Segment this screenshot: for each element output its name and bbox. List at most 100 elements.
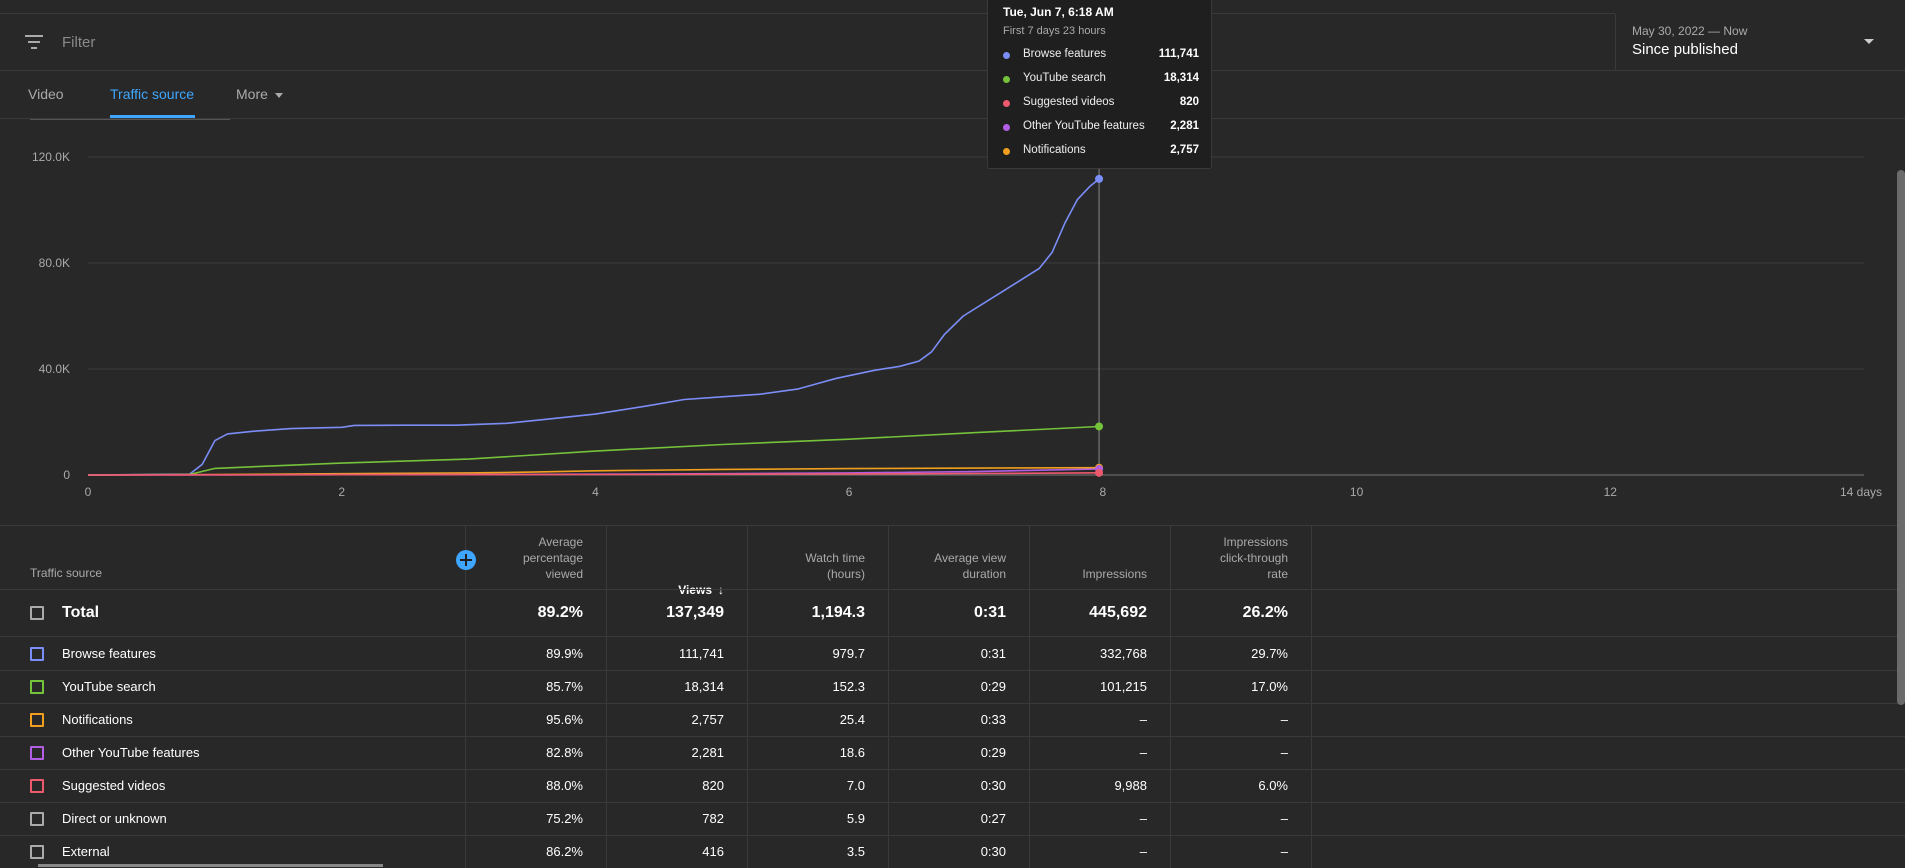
row-name: Other YouTube features [62, 745, 200, 760]
tooltip-row-name: Other YouTube features [1023, 120, 1145, 132]
cell-impressions: – [1139, 811, 1147, 826]
line-chart: 0 40.0K 80.0K 120.0K 0 2 4 6 8 10 12 14 days [32, 150, 1882, 499]
row-checkbox[interactable] [30, 647, 44, 661]
column-divider [1029, 526, 1030, 868]
x-tick-label: 0 [85, 485, 92, 499]
row-checkbox[interactable] [30, 746, 44, 760]
tab-traffic-source[interactable]: Traffic source [110, 86, 195, 102]
column-header-avg-percentage-viewed[interactable]: Average percentage viewed [522, 535, 583, 581]
column-header-views[interactable]: Views ↓ [614, 566, 724, 598]
cell-watch-time: 152.3 [832, 679, 865, 694]
cell-impressions: – [1139, 712, 1147, 727]
x-tick-label: 10 [1350, 485, 1364, 499]
cell-avg-duration: 0:33 [980, 712, 1006, 727]
cell-watch-time: 18.6 [839, 745, 865, 760]
cell-watch-time: 979.7 [832, 646, 865, 661]
arrow-down-icon: ↓ [718, 583, 724, 597]
table-row: Suggested videos 88.0% 820 7.0 0:30 9,98… [0, 769, 1905, 802]
add-metric-button[interactable] [456, 550, 476, 570]
cell-watch-time: 3.5 [846, 844, 865, 859]
cell-avg-percentage: 95.6% [546, 712, 583, 727]
table-row: Other YouTube features 82.8% 2,281 18.6 … [0, 736, 1905, 769]
cell-ctr: – [1280, 844, 1288, 859]
row-checkbox[interactable] [30, 845, 44, 859]
column-header-avg-view-duration[interactable]: Average view duration [934, 551, 1006, 581]
row-divider [0, 835, 1905, 836]
cell-avg-duration: 0:29 [980, 679, 1006, 694]
tab-more[interactable]: More [236, 86, 283, 102]
x-tick-label: 12 [1604, 485, 1618, 499]
row-checkbox[interactable] [30, 779, 44, 793]
y-tick-label: 120.0K [32, 150, 70, 164]
column-divider [1311, 526, 1312, 868]
cell-avg-percentage: 75.2% [546, 811, 583, 826]
cell-avg-percentage: 85.7% [546, 679, 583, 694]
total-row: Total 89.2% 137,349 1,194.3 0:31 445,692… [0, 590, 1905, 636]
row-checkbox[interactable] [30, 812, 44, 826]
row-name: Suggested videos [62, 778, 166, 793]
cell-ctr: – [1280, 745, 1288, 760]
tooltip-row-name: Browse features [1023, 48, 1107, 60]
series-line [87, 178, 1100, 476]
traffic-source-table: Traffic source Average percentage viewed… [0, 525, 1905, 868]
cell-ctr: 17.0% [1251, 679, 1288, 694]
x-tick-label: 14 days [1840, 485, 1882, 499]
tooltip-row-name: Notifications [1023, 144, 1086, 156]
scrollbar[interactable] [1897, 170, 1905, 705]
legend-dot-icon [1003, 76, 1010, 83]
x-tick-label: 8 [1100, 485, 1107, 499]
column-divider [465, 526, 466, 868]
traffic-source-chart[interactable]: 0 40.0K 80.0K 120.0K 0 2 4 6 8 10 12 14 days Tue, J… [0, 0, 1905, 525]
cell-ctr: 29.7% [1251, 646, 1288, 661]
tooltip-row-name: YouTube search [1023, 72, 1106, 84]
tooltip-row: Other YouTube features 2,281 [1003, 120, 1199, 136]
cell-avg-percentage: 89.9% [546, 646, 583, 661]
date-range-text: May 30, 2022 — Now [1632, 24, 1748, 38]
series-point [1095, 174, 1104, 183]
filter-icon[interactable] [24, 34, 44, 50]
horizontal-scrollbar[interactable] [38, 864, 383, 867]
legend-dot-icon [1003, 100, 1010, 107]
cell-avg-percentage: 82.8% [546, 745, 583, 760]
column-header-views-label: Views [678, 583, 712, 597]
cell-watch-time: 25.4 [839, 712, 865, 727]
cell-avg-percentage: 86.2% [546, 844, 583, 859]
series-point [1095, 422, 1104, 431]
cell-watch-time: 7.0 [846, 778, 865, 793]
column-header-traffic-source[interactable]: Traffic source [30, 566, 103, 580]
filter-input[interactable] [62, 31, 662, 53]
series-line [87, 472, 1100, 476]
date-range-picker[interactable]: May 30, 2022 — Now Since published [1615, 14, 1905, 70]
row-name: Browse features [62, 646, 156, 661]
tooltip-row-name: Suggested videos [1023, 96, 1115, 108]
cell-ctr: 6.0% [1258, 778, 1288, 793]
column-header-watch-time[interactable]: Watch time (hours) [805, 551, 865, 581]
row-divider [0, 589, 1905, 590]
table-row: YouTube search 85.7% 18,314 152.3 0:29 1… [0, 670, 1905, 703]
tooltip-title: Tue, Jun 7, 6:18 AM [1003, 5, 1114, 19]
divider [0, 13, 1615, 14]
tooltip-row: Browse features 111,741 [1003, 48, 1199, 64]
tab-video[interactable]: Video [28, 86, 64, 102]
tooltip-subtitle: First 7 days 23 hours [1003, 25, 1106, 37]
cell-views: 782 [702, 811, 724, 826]
column-header-impressions[interactable]: Impressions [1082, 567, 1147, 581]
cell-avg-percentage: 89.2% [537, 604, 583, 621]
caret-down-icon [274, 92, 283, 98]
cell-ctr: 26.2% [1242, 604, 1288, 621]
row-divider [0, 736, 1905, 737]
row-checkbox[interactable] [30, 680, 44, 694]
row-checkbox[interactable] [30, 713, 44, 727]
tooltip-row-value: 111,741 [1158, 48, 1199, 60]
table-row: External 86.2% 416 3.5 0:30 – – [0, 835, 1905, 868]
cell-ctr: – [1280, 811, 1288, 826]
cell-views: 2,281 [691, 745, 724, 760]
cell-avg-duration: 0:30 [980, 778, 1006, 793]
cell-ctr: – [1280, 712, 1288, 727]
cell-impressions: – [1139, 844, 1147, 859]
cell-avg-duration: 0:30 [980, 844, 1006, 859]
column-header-impressions-ctr[interactable]: Impressions click-through rate [1219, 535, 1288, 581]
total-checkbox[interactable] [30, 606, 44, 620]
row-name: Direct or unknown [62, 811, 167, 826]
cell-impressions: 9,988 [1114, 778, 1147, 793]
